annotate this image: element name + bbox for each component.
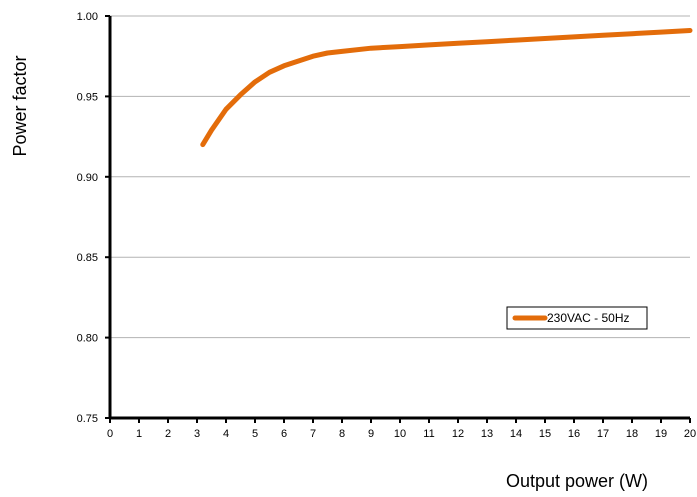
y-tick-label: 1.00 bbox=[77, 11, 98, 23]
gridlines bbox=[110, 15, 690, 339]
x-axis-title: Output power (W) bbox=[506, 471, 648, 491]
x-tick-label: 3 bbox=[194, 428, 200, 440]
axes bbox=[105, 15, 691, 423]
x-tick-label: 15 bbox=[539, 428, 551, 440]
series-group bbox=[200, 28, 693, 148]
x-tick-label: 13 bbox=[481, 428, 493, 440]
x-tick-label: 17 bbox=[597, 428, 609, 440]
x-tick-label: 19 bbox=[655, 428, 667, 440]
y-tick-label: 0.85 bbox=[77, 252, 98, 264]
x-tick-label: 4 bbox=[223, 428, 229, 440]
y-axis-title: Power factor bbox=[10, 55, 30, 156]
series-line bbox=[200, 28, 693, 148]
y-tick-label: 0.75 bbox=[77, 413, 98, 425]
x-tick-label: 11 bbox=[423, 428, 434, 440]
legend: 230VAC - 50Hz bbox=[506, 306, 648, 330]
x-tick-label: 18 bbox=[626, 428, 638, 440]
x-tick-label: 0 bbox=[107, 428, 113, 440]
x-tick-label: 12 bbox=[452, 428, 464, 440]
x-tick-label: 9 bbox=[368, 428, 374, 440]
x-tick-labels: 0 1 2 3 4 5 6 7 8 9 10 11 12 13 14 15 16 17 18 19 20 bbox=[107, 428, 696, 440]
x-tick-label: 6 bbox=[281, 428, 287, 440]
x-tick-label: 14 bbox=[510, 428, 522, 440]
x-tick-label: 20 bbox=[684, 428, 696, 440]
legend-label: 230VAC - 50Hz bbox=[547, 311, 629, 325]
x-tick-label: 16 bbox=[568, 428, 580, 440]
y-tick-label: 0.90 bbox=[77, 172, 98, 184]
x-tick-label: 2 bbox=[165, 428, 171, 440]
x-tick-label: 10 bbox=[394, 428, 406, 440]
x-tick-label: 5 bbox=[252, 428, 258, 440]
y-tick-label: 0.80 bbox=[77, 333, 98, 345]
x-tick-label: 7 bbox=[310, 428, 316, 440]
x-tick-label: 8 bbox=[339, 428, 345, 440]
x-tick-label: 1 bbox=[136, 428, 142, 440]
legend-box bbox=[506, 306, 648, 330]
y-tick-label: 0.95 bbox=[77, 91, 98, 103]
y-tick-labels: 0.75 0.80 0.85 0.90 0.95 1.00 bbox=[77, 11, 98, 425]
